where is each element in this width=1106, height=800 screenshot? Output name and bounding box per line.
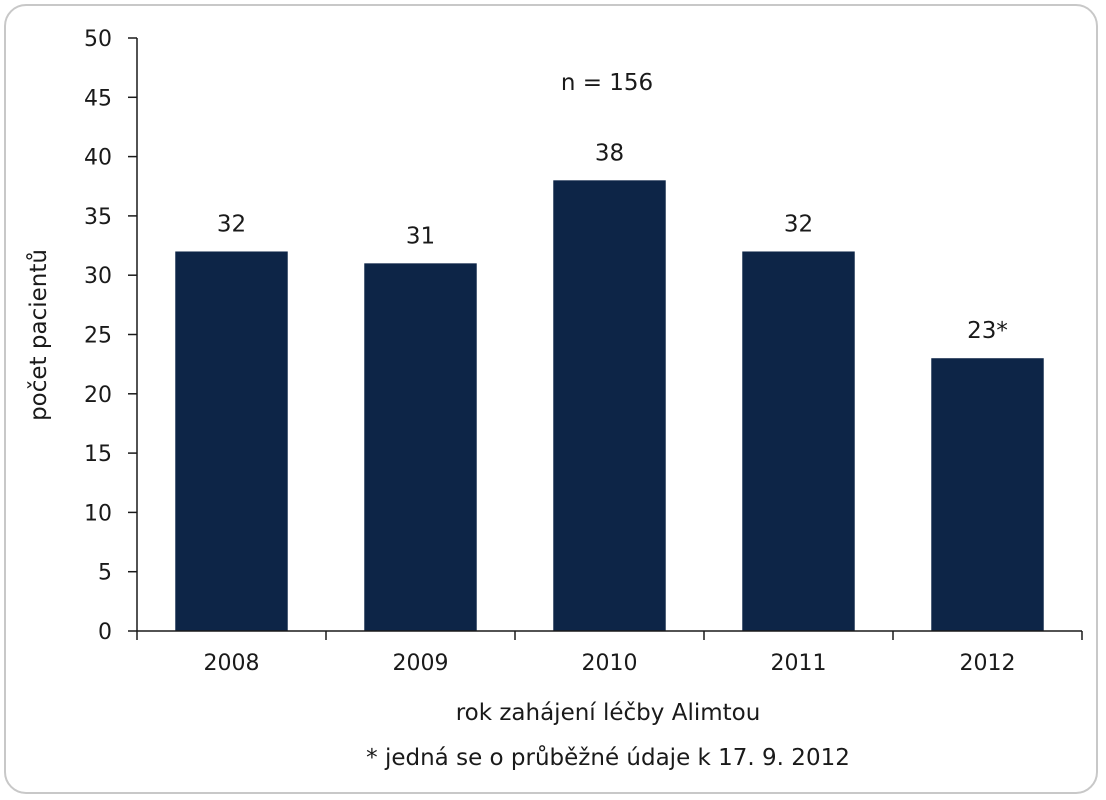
y-axis-label: počet pacientů	[25, 249, 52, 421]
bar-2012	[931, 358, 1044, 631]
data-labels: 32 31 38 32 23*	[217, 140, 1008, 344]
bar-2010	[553, 180, 666, 631]
data-label-2009: 31	[406, 223, 435, 249]
y-tick-label: 25	[84, 324, 112, 349]
footnote: * jedná se o průběžné údaje k 17. 9. 201…	[366, 744, 850, 771]
data-label-2012: 23*	[967, 318, 1008, 344]
y-tick-label: 20	[84, 383, 112, 408]
sample-size-annotation: n = 156	[561, 70, 653, 96]
data-label-2011: 32	[784, 211, 813, 237]
y-tick-label: 40	[84, 146, 112, 171]
y-tick-label: 10	[84, 501, 112, 526]
y-tick-label: 50	[84, 27, 112, 52]
data-label-2008: 32	[217, 211, 246, 237]
y-tick-label: 45	[84, 86, 112, 111]
x-tick-label-2008: 2008	[204, 651, 260, 676]
x-tick-label-2012: 2012	[960, 651, 1016, 676]
data-label-2010: 38	[595, 140, 624, 166]
y-tick-label: 15	[84, 442, 112, 467]
x-axis-categories: 2008 2009 2010 2011 2012	[204, 651, 1016, 676]
bars	[175, 180, 1044, 632]
y-tick-label: 5	[98, 561, 112, 586]
bar-2011	[742, 251, 855, 632]
x-axis-label: rok zahájení léčby Alimtou	[456, 700, 761, 726]
y-axis-ticks: 0 5 10 15 20 25 30 35 40 45 50	[84, 27, 137, 645]
bar-2008	[175, 251, 288, 632]
y-tick-label: 30	[84, 264, 112, 289]
y-tick-label: 35	[84, 205, 112, 230]
x-tick-label-2010: 2010	[582, 651, 638, 676]
y-tick-label: 0	[98, 620, 112, 645]
x-tick-label-2011: 2011	[771, 651, 827, 676]
x-tick-label-2009: 2009	[393, 651, 449, 676]
bar-2009	[364, 263, 477, 631]
x-axis-dividers	[136, 631, 1083, 640]
